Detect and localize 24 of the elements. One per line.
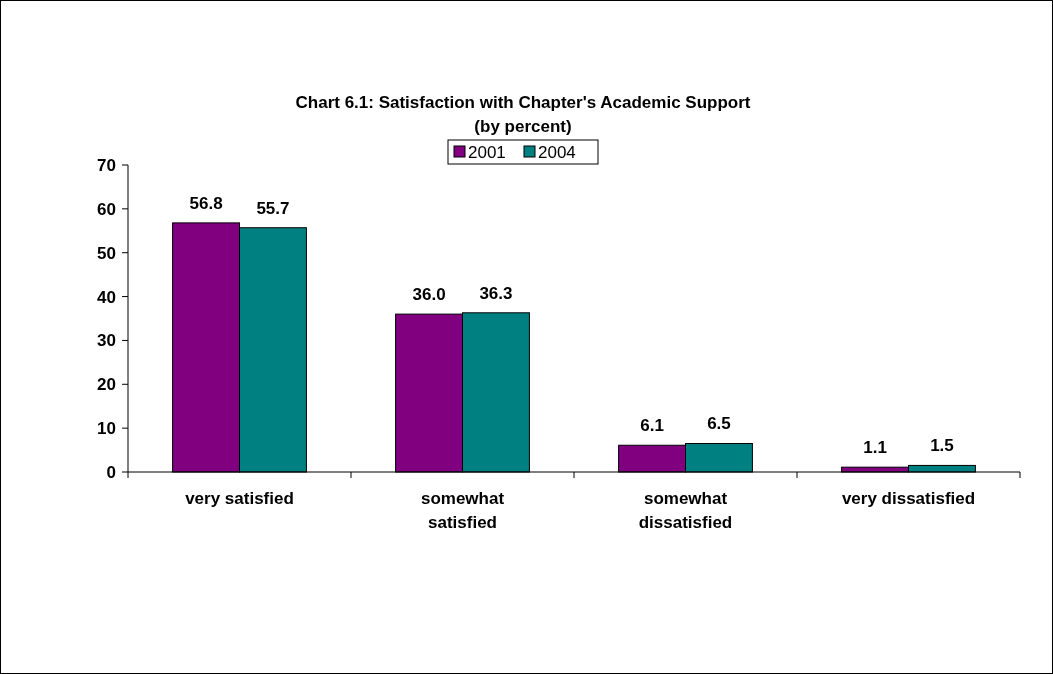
x-tick-label: very satisfied [185,489,294,508]
y-tick-label: 60 [97,199,116,219]
data-label: 36.3 [479,283,513,303]
x-tick-label: somewhat satisfied [420,489,505,532]
chart-subtitle: (by percent) [474,117,572,136]
y-tick-label: 40 [97,287,116,307]
y-tick-label: 30 [97,331,116,351]
x-tick-label: very dissatisfied [841,489,976,508]
data-label: 1.1 [863,438,887,458]
chart-title: Chart 6.1: Satisfaction with Chapter's Academic Support [295,93,751,112]
data-label: 55.7 [256,198,290,218]
y-tick-label: 10 [97,419,116,439]
y-tick-label: 70 [97,155,116,175]
y-tick-label: 20 [97,375,116,395]
data-label: 56.8 [189,193,223,213]
data-label: 36.0 [412,285,446,305]
y-tick-label: 0 [106,462,116,482]
x-tick-label: somewhat dissatisfied [638,489,733,532]
data-label: 6.5 [707,414,731,434]
y-tick-label: 50 [97,243,116,263]
data-label: 6.1 [640,416,664,436]
data-label: 1.5 [930,436,954,456]
legend-label: 2001 [468,143,506,162]
legend-label: 2004 [538,143,576,162]
